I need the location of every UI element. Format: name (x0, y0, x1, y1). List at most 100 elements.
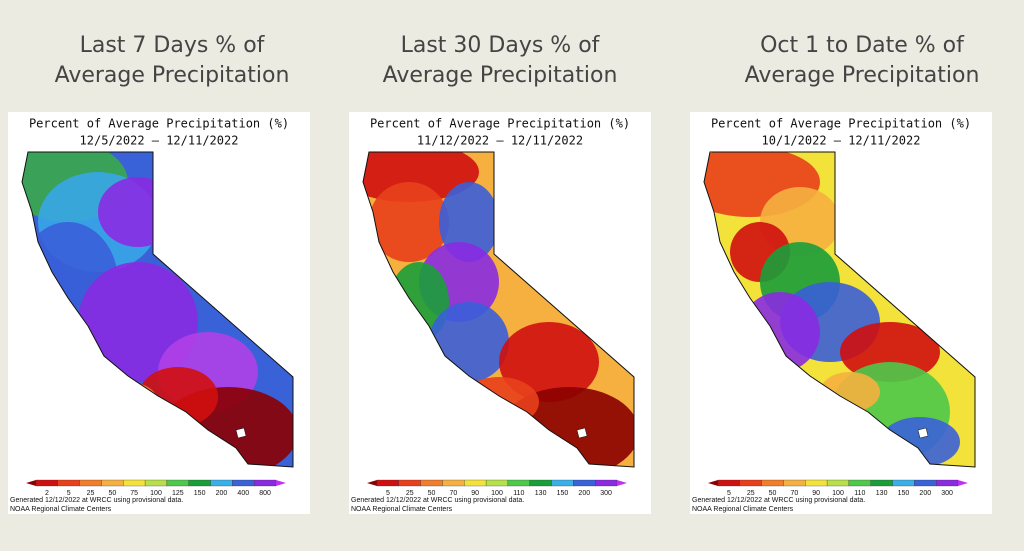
colorbar-segment (870, 479, 893, 487)
colorbar-end (276, 480, 286, 486)
precip-region (369, 182, 449, 262)
lake (235, 427, 247, 439)
colorbar-segment (420, 479, 443, 487)
state-outline (21, 151, 294, 468)
map-title: Percent of Average Precipitation (%) (29, 117, 289, 131)
colorbar-segment (123, 479, 146, 487)
legend-label: 100 (832, 490, 844, 497)
legend-label: 150 (194, 490, 206, 497)
map-title: Percent of Average Precipitation (%) (370, 117, 630, 131)
lake (576, 427, 588, 439)
colorbar-segment (442, 479, 465, 487)
colorbar-segment (57, 479, 80, 487)
legend-label: 800 (259, 490, 271, 497)
legend-label: 125 (172, 490, 184, 497)
legend-label: 70 (449, 490, 457, 497)
state-outline (703, 151, 976, 468)
footer-line: NOAA Regional Climate Centers (10, 506, 112, 513)
colorbar-segment (166, 479, 189, 487)
precip-region (363, 152, 479, 202)
colorbar-segment (464, 479, 487, 487)
legend-label: 130 (535, 490, 547, 497)
colorbar-segment (573, 479, 596, 487)
legend-label: 130 (876, 490, 888, 497)
colorbar-end (26, 480, 36, 486)
colorbar-segment (376, 479, 399, 487)
legend-label: 200 (216, 490, 228, 497)
legend-label: 25 (747, 490, 755, 497)
legend-label: 5 (67, 490, 71, 497)
colorbar-segment (101, 479, 124, 487)
footer-line: Generated 12/12/2022 at WRCC using provi… (692, 497, 865, 504)
footer-line: Generated 12/12/2022 at WRCC using provi… (10, 497, 183, 504)
colorbar-segment (914, 479, 937, 487)
colorbar-segment (529, 479, 552, 487)
colorbar-segment (79, 479, 102, 487)
colorbar-segment (739, 479, 762, 487)
colorbar-end (367, 480, 377, 486)
colorbar-segment (398, 479, 421, 487)
colorbar-segment (892, 479, 915, 487)
legend-label: 50 (428, 490, 436, 497)
colorbar-segment (188, 479, 211, 487)
panel-heading: Average Precipitation (55, 63, 290, 88)
legend-label: 70 (790, 490, 798, 497)
colorbar-segment (232, 479, 255, 487)
colorbar-segment (936, 479, 959, 487)
colorbar-segment (254, 479, 277, 487)
legend-label: 50 (108, 490, 116, 497)
map-dates: 11/12/2022 – 12/11/2022 (417, 134, 583, 148)
footer-line: Generated 12/12/2022 at WRCC using provi… (351, 497, 524, 504)
colorbar-segment (805, 479, 828, 487)
legend-label: 150 (557, 490, 569, 497)
legend-label: 300 (600, 490, 612, 497)
colorbar-end (958, 480, 968, 486)
colorbar-segment (35, 479, 58, 487)
legend-label: 5 (386, 490, 390, 497)
map-title: Percent of Average Precipitation (%) (711, 117, 971, 131)
precip-region (499, 322, 599, 402)
panel-heading: Last 30 Days % of (401, 33, 601, 58)
colorbar-segment (826, 479, 850, 487)
colorbar-segment (551, 479, 574, 487)
map-panel: Percent of Average Precipitation (%) 10/1… (690, 112, 992, 514)
legend-label: 50 (769, 490, 777, 497)
legend-label: 25 (87, 490, 95, 497)
colorbar-segment (761, 479, 784, 487)
colorbar-segment (848, 479, 871, 487)
legend-label: 100 (150, 490, 162, 497)
colorbar-segment (783, 479, 806, 487)
footer-line: NOAA Regional Climate Centers (351, 506, 453, 513)
legend-label: 5 (727, 490, 731, 497)
panel-heading: Oct 1 to Date % of (760, 33, 965, 58)
colorbar-segment (507, 479, 530, 487)
legend-label: 150 (898, 490, 910, 497)
legend-label: 200 (919, 490, 931, 497)
panel-heading: Average Precipitation (745, 63, 980, 88)
legend-label: 200 (578, 490, 590, 497)
legend-label: 300 (941, 490, 953, 497)
legend-label: 400 (237, 490, 249, 497)
panel-heading: Average Precipitation (383, 63, 618, 88)
legend-label: 2 (45, 490, 49, 497)
map-panel: Percent of Average Precipitation (%) 12/5… (8, 112, 310, 514)
state-outline (362, 151, 635, 468)
lake (917, 427, 929, 439)
legend-label: 25 (406, 490, 414, 497)
colorbar-segment (144, 479, 168, 487)
legend-label: 90 (471, 490, 479, 497)
legend-label: 75 (130, 490, 138, 497)
map-dates: 12/5/2022 – 12/11/2022 (80, 134, 239, 148)
colorbar-end (708, 480, 718, 486)
footer-line: NOAA Regional Climate Centers (692, 506, 794, 513)
map-dates: 10/1/2022 – 12/11/2022 (762, 134, 921, 148)
colorbar-segment (210, 479, 233, 487)
precip-region (439, 182, 499, 262)
colorbar-segment (485, 479, 509, 487)
legend-label: 110 (854, 490, 865, 497)
legend-label: 100 (491, 490, 503, 497)
colorbar-end (617, 480, 627, 486)
legend-label: 110 (513, 490, 524, 497)
map-panel: Percent of Average Precipitation (%) 11/1… (349, 112, 651, 514)
